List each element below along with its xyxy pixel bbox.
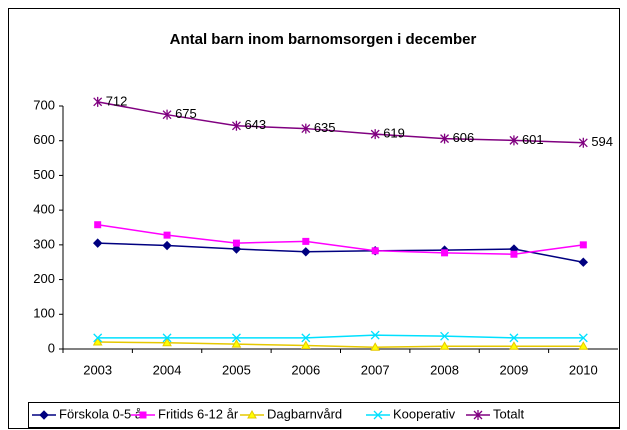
marker bbox=[579, 241, 587, 249]
marker bbox=[371, 247, 379, 255]
x-tick-label: 2003 bbox=[83, 362, 112, 377]
marker bbox=[301, 247, 311, 257]
marker bbox=[440, 133, 450, 144]
legend-label: Förskola 0-5 år bbox=[59, 406, 147, 421]
marker bbox=[510, 250, 518, 258]
data-label: 594 bbox=[591, 134, 613, 149]
marker bbox=[92, 238, 103, 248]
x-tick-label: 2004 bbox=[153, 362, 182, 377]
marker bbox=[578, 333, 588, 343]
data-label: 606 bbox=[453, 130, 475, 145]
series-line bbox=[97, 101, 584, 144]
marker bbox=[94, 221, 102, 229]
marker bbox=[139, 411, 147, 419]
marker bbox=[509, 135, 519, 146]
marker bbox=[163, 231, 171, 239]
marker bbox=[301, 123, 311, 134]
marker bbox=[39, 410, 49, 420]
marker bbox=[578, 257, 589, 267]
marker bbox=[162, 109, 172, 120]
legend bbox=[28, 402, 620, 428]
marker bbox=[370, 129, 380, 140]
chart-border bbox=[8, 8, 620, 429]
data-label: 635 bbox=[314, 120, 336, 135]
chart-title: Antal barn inom barnomsorgen i december bbox=[170, 31, 477, 48]
marker bbox=[232, 239, 240, 247]
legend-label: Kooperativ bbox=[393, 406, 456, 421]
marker bbox=[231, 339, 242, 348]
marker bbox=[231, 244, 242, 254]
series-line bbox=[97, 223, 584, 255]
x-tick-label: 2009 bbox=[499, 362, 528, 377]
data-label: 675 bbox=[175, 106, 197, 121]
marker bbox=[373, 410, 383, 420]
marker bbox=[162, 337, 172, 347]
x-tick-label: 2007 bbox=[361, 362, 390, 377]
marker bbox=[93, 333, 103, 343]
legend-label: Totalt bbox=[493, 406, 524, 421]
data-label: 619 bbox=[383, 126, 405, 141]
marker bbox=[509, 333, 519, 343]
marker bbox=[300, 340, 311, 350]
y-tick-label: 500 bbox=[33, 167, 55, 182]
marker bbox=[370, 330, 380, 340]
marker bbox=[162, 333, 172, 343]
series-line bbox=[97, 341, 584, 349]
marker bbox=[301, 333, 311, 343]
marker bbox=[92, 337, 103, 346]
marker bbox=[578, 341, 589, 350]
marker bbox=[247, 409, 257, 419]
legend-label: Fritids 6-12 år bbox=[158, 406, 239, 421]
y-tick-label: 200 bbox=[33, 271, 55, 286]
marker bbox=[162, 240, 172, 251]
x-tick-label: 2006 bbox=[291, 362, 320, 377]
marker bbox=[231, 120, 241, 131]
y-tick-label: 400 bbox=[33, 202, 55, 217]
y-tick-label: 0 bbox=[48, 340, 55, 355]
x-tick-label: 2005 bbox=[222, 362, 251, 377]
marker bbox=[509, 341, 519, 350]
series-line bbox=[97, 334, 584, 339]
x-tick-label: 2010 bbox=[569, 362, 598, 377]
data-label: 643 bbox=[244, 117, 266, 132]
marker bbox=[473, 410, 483, 420]
y-tick-label: 600 bbox=[33, 132, 55, 147]
marker bbox=[370, 342, 381, 351]
legend-label: Dagbarnvård bbox=[267, 406, 342, 421]
x-tick-label: 2008 bbox=[430, 362, 459, 377]
marker bbox=[578, 137, 588, 148]
y-tick-label: 300 bbox=[33, 236, 55, 251]
marker bbox=[93, 96, 103, 107]
y-tick-label: 700 bbox=[33, 97, 55, 112]
series-line bbox=[97, 242, 584, 263]
marker bbox=[440, 331, 450, 341]
marker bbox=[302, 237, 310, 245]
y-tick-label: 100 bbox=[33, 306, 55, 321]
marker bbox=[231, 333, 241, 343]
data-label: 712 bbox=[106, 93, 128, 108]
marker bbox=[439, 341, 450, 350]
data-label: 601 bbox=[522, 132, 544, 147]
marker bbox=[441, 249, 449, 257]
